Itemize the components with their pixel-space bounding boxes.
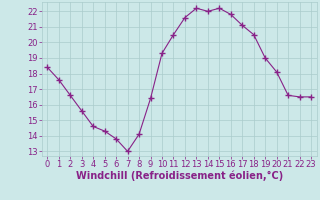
X-axis label: Windchill (Refroidissement éolien,°C): Windchill (Refroidissement éolien,°C): [76, 171, 283, 181]
